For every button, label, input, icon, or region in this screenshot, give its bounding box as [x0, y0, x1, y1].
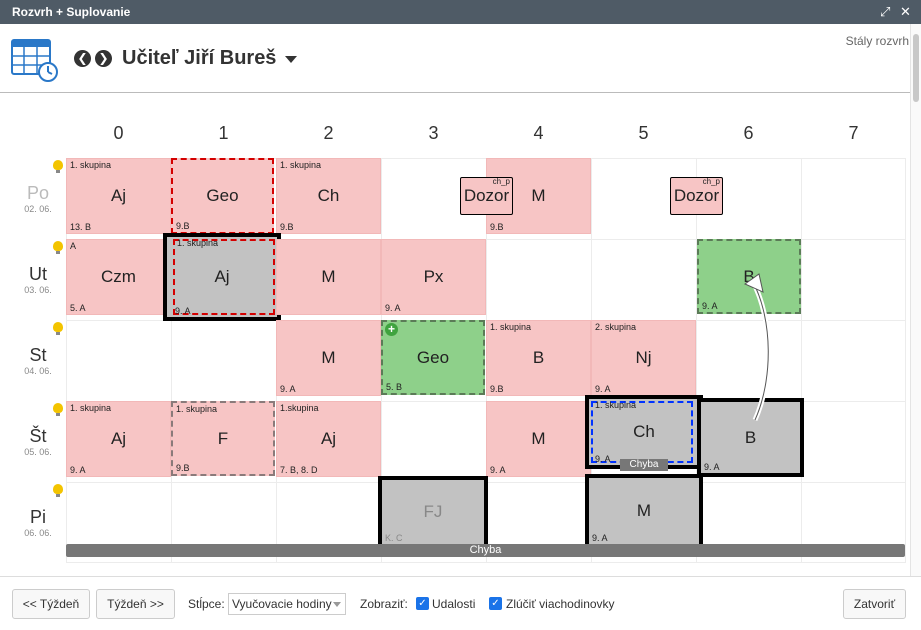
page-header: ❮ ❯ Učiteľ Jiří Bureš Stály rozvrh — [0, 24, 921, 93]
period-header: 4 — [533, 123, 544, 143]
lightbulb-icon[interactable] — [53, 403, 63, 416]
lesson-card[interactable]: M 9. A — [486, 401, 591, 477]
day-label: Po 02. 06. — [24, 183, 52, 214]
lightbulb-icon[interactable] — [53, 160, 63, 173]
columns-label: Stĺpce: — [188, 597, 225, 611]
lesson-card[interactable]: M — [276, 239, 381, 315]
lesson-card[interactable]: 1. skupina Aj 13. B — [66, 158, 171, 234]
error-tag: Chyba — [620, 459, 668, 471]
maximize-icon[interactable]: ⤢ — [880, 4, 891, 19]
lesson-card[interactable]: 1.skupina Aj 7. B, 8. D — [276, 401, 381, 477]
events-label: Udalosti — [432, 597, 476, 611]
lesson-card[interactable]: Px 9. A — [381, 239, 486, 315]
moved-lesson-card[interactable]: B 9. A — [697, 239, 801, 314]
day-label: Pi 06. 06. — [24, 507, 52, 538]
lightbulb-icon[interactable] — [53, 322, 63, 335]
footer-toolbar: << Týždeň Týždeň >> Stĺpce: Vyučovacie h… — [0, 576, 921, 630]
arrow-left-icon[interactable]: ❮ — [74, 50, 91, 67]
cancelled-lesson-card[interactable]: M 9. A — [585, 474, 703, 548]
close-button[interactable]: Zatvoriť — [843, 589, 906, 619]
lesson-card[interactable]: M 9. A — [276, 320, 381, 396]
cancelled-lesson-card[interactable]: FJ K. C — [378, 476, 488, 548]
supervision-duty[interactable]: ch_p Dozor — [460, 177, 513, 215]
columns-select[interactable]: Vyučovacie hodiny — [228, 593, 346, 615]
scrollbar-thumb[interactable] — [913, 34, 919, 102]
lesson-highlight — [173, 239, 275, 315]
plus-icon: + — [385, 323, 398, 336]
calendar-clock-icon — [11, 39, 58, 82]
period-header: 0 — [113, 123, 124, 143]
lightbulb-icon[interactable] — [53, 484, 63, 497]
day-label: Ut 03. 06. — [24, 264, 52, 295]
lesson-card[interactable]: Geo 9.B — [171, 158, 274, 234]
next-week-button[interactable]: Týždeň >> — [96, 589, 175, 619]
lesson-card[interactable]: A Czm 5. A — [66, 239, 171, 315]
lightbulb-icon[interactable] — [53, 241, 63, 254]
scrollbar[interactable] — [910, 24, 921, 584]
chevron-down-icon — [333, 602, 341, 607]
window-titlebar: Rozvrh + Suplovanie ⤢ ✕ — [0, 0, 921, 24]
period-header: 5 — [638, 123, 649, 143]
permanent-schedule-link[interactable]: Stály rozvrh — [845, 34, 909, 48]
period-header: 3 — [428, 123, 439, 143]
merge-checkbox[interactable]: ✓ — [489, 597, 502, 610]
lesson-card[interactable]: 1. skupina Aj 9. A — [66, 401, 171, 477]
events-checkbox[interactable]: ✓ — [416, 597, 429, 610]
teacher-selector[interactable]: Učiteľ Jiří Bureš — [122, 47, 277, 69]
period-header: 6 — [743, 123, 754, 143]
window-title: Rozvrh + Suplovanie — [12, 5, 131, 19]
chevron-down-icon[interactable] — [285, 56, 297, 63]
show-label: Zobraziť: — [360, 597, 408, 611]
new-lesson-card[interactable]: + Geo 5. B — [381, 320, 485, 395]
period-header: 2 — [323, 123, 334, 143]
day-label: Št 05. 06. — [24, 426, 52, 457]
close-icon[interactable]: ✕ — [900, 4, 911, 19]
arrow-right-icon[interactable]: ❯ — [95, 50, 112, 67]
prev-week-button[interactable]: << Týždeň — [12, 589, 90, 619]
lesson-card[interactable]: 1. skupina Ch 9.B — [276, 158, 381, 234]
cancelled-lesson-card[interactable]: B 9. A — [697, 398, 804, 477]
cancelled-lesson-card[interactable]: 1. skupina Ch 9. A — [585, 395, 703, 469]
cancelled-lesson-card[interactable]: 1. skupina Aj 9. A — [163, 233, 281, 321]
lesson-card[interactable]: 2. skupina Nj 9. A — [591, 320, 696, 396]
period-header: 1 — [218, 123, 229, 143]
day-label: St 04. 06. — [24, 345, 52, 376]
lesson-card[interactable]: 1. skupina B 9.B — [486, 320, 591, 396]
move-arrow — [743, 273, 771, 422]
supervision-duty[interactable]: ch_p Dozor — [670, 177, 723, 215]
error-bar[interactable]: Chyba — [66, 544, 905, 557]
merge-label: Zlúčiť viachodinovky — [506, 597, 615, 611]
lesson-card[interactable]: 1. skupina F 9.B — [171, 401, 275, 476]
period-header: 7 — [848, 123, 859, 143]
